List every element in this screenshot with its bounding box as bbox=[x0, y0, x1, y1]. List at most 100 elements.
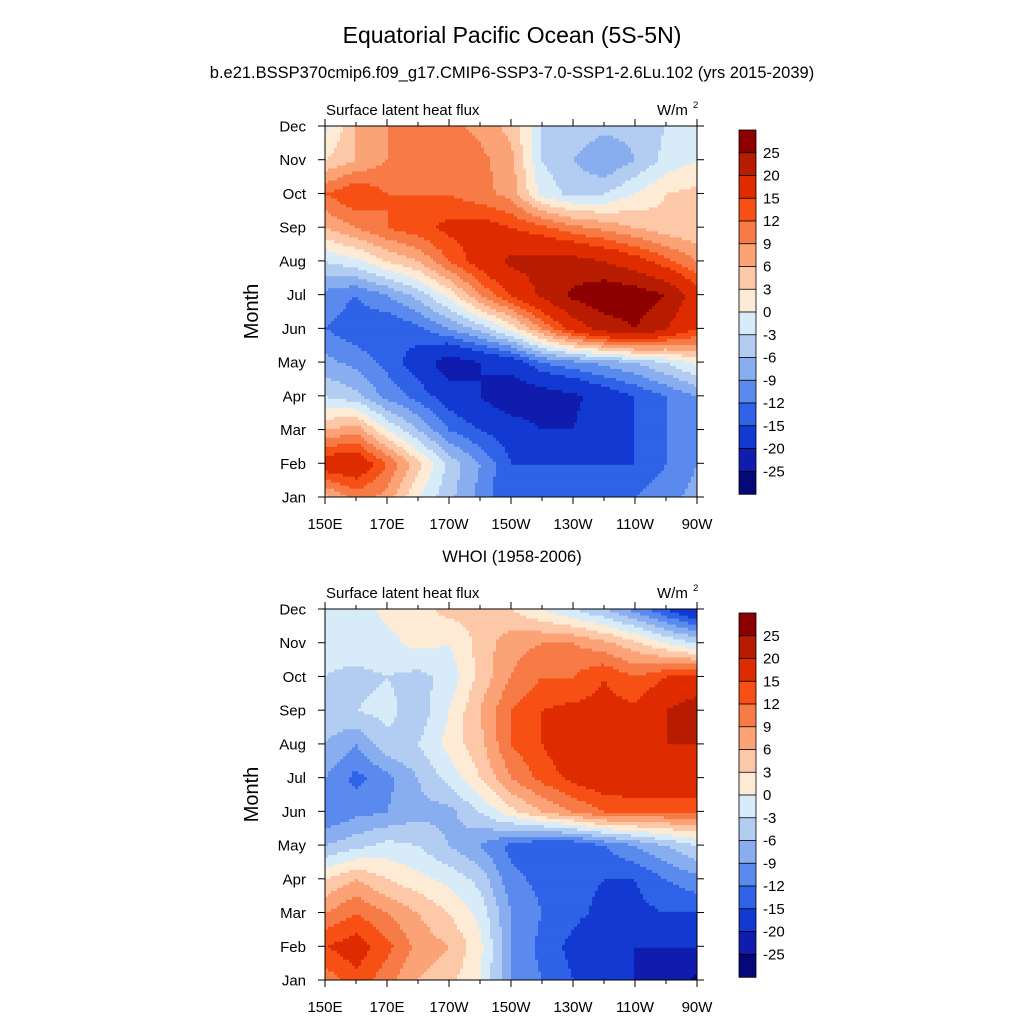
heatmap-cell bbox=[493, 443, 497, 447]
heatmap-cell bbox=[364, 485, 368, 489]
heatmap-cell bbox=[646, 488, 650, 492]
heatmap-cell bbox=[565, 461, 569, 465]
heatmap-cell bbox=[532, 488, 536, 492]
heatmap-cell bbox=[652, 455, 656, 459]
heatmap-cell bbox=[469, 452, 473, 456]
heatmap-cell bbox=[433, 464, 437, 468]
heatmap-cell bbox=[643, 443, 647, 447]
heatmap-cell bbox=[538, 476, 542, 480]
heatmap-cell bbox=[340, 455, 344, 459]
heatmap-cell bbox=[343, 449, 347, 453]
heatmap-cell bbox=[637, 479, 641, 483]
heatmap-cell bbox=[415, 485, 419, 489]
heatmap-cell bbox=[538, 458, 542, 462]
heatmap-cell bbox=[661, 449, 665, 453]
heatmap-cell bbox=[580, 443, 584, 447]
heatmap-cell bbox=[445, 443, 449, 447]
heatmap-cell bbox=[349, 485, 353, 489]
heatmap-cell bbox=[388, 479, 392, 483]
heatmap-cell bbox=[487, 443, 491, 447]
heatmap-cell bbox=[454, 467, 458, 471]
heatmap-cell bbox=[457, 473, 461, 477]
heatmap-cell bbox=[586, 455, 590, 459]
heatmap-cell bbox=[532, 482, 536, 486]
heatmap-cell bbox=[670, 461, 674, 465]
heatmap-cell bbox=[496, 485, 500, 489]
heatmap-cell bbox=[367, 458, 371, 462]
heatmap-cell bbox=[640, 491, 644, 495]
heatmap-cell bbox=[418, 476, 422, 480]
heatmap-cell bbox=[400, 479, 404, 483]
heatmap-cell bbox=[595, 449, 599, 453]
heatmap-cell bbox=[517, 470, 521, 474]
heatmap-cell bbox=[631, 461, 635, 465]
heatmap-cell bbox=[349, 455, 353, 459]
heatmap-cell bbox=[550, 476, 554, 480]
heatmap-cell bbox=[634, 473, 638, 477]
heatmap-cell bbox=[577, 479, 581, 483]
heatmap-cell bbox=[502, 476, 506, 480]
heatmap-cell bbox=[334, 470, 338, 474]
heatmap-cell bbox=[400, 461, 404, 465]
heatmap-cell bbox=[598, 491, 602, 495]
heatmap-cell bbox=[595, 461, 599, 465]
heatmap-cell bbox=[691, 449, 695, 453]
heatmap-cell bbox=[682, 446, 686, 450]
heatmap-cell bbox=[382, 455, 386, 459]
heatmap-cell bbox=[469, 458, 473, 462]
heatmap-cell bbox=[352, 482, 356, 486]
heatmap-cell bbox=[346, 473, 350, 477]
heatmap-cell bbox=[583, 485, 587, 489]
heatmap-cell bbox=[481, 485, 485, 489]
heatmap-cell bbox=[580, 476, 584, 480]
heatmap-cell bbox=[517, 482, 521, 486]
heatmap-cell bbox=[682, 470, 686, 474]
heatmap-cell bbox=[493, 464, 497, 468]
heatmap-cell bbox=[457, 479, 461, 483]
heatmap-cell bbox=[517, 494, 521, 497]
heatmap-cell bbox=[391, 485, 395, 489]
heatmap-cell bbox=[643, 452, 647, 456]
heatmap-cell bbox=[499, 443, 503, 447]
heatmap-cell bbox=[523, 449, 527, 453]
heatmap-cell bbox=[610, 491, 614, 495]
heatmap-cell bbox=[610, 470, 614, 474]
heatmap-cell bbox=[658, 467, 662, 471]
heatmap-cell bbox=[505, 491, 509, 495]
heatmap-cell bbox=[508, 458, 512, 462]
heatmap-cell bbox=[391, 440, 395, 444]
heatmap-cell bbox=[430, 440, 434, 444]
heatmap-cell bbox=[418, 479, 422, 483]
heatmap-cell bbox=[574, 485, 578, 489]
heatmap-cell bbox=[655, 491, 659, 495]
heatmap-cell bbox=[340, 482, 344, 486]
heatmap-cell bbox=[655, 485, 659, 489]
heatmap-cell bbox=[493, 488, 497, 492]
heatmap-cell bbox=[433, 455, 437, 459]
heatmap-cell bbox=[406, 461, 410, 465]
heatmap-cell bbox=[469, 494, 473, 497]
heatmap-cell bbox=[460, 479, 464, 483]
heatmap-cell bbox=[685, 488, 689, 492]
heatmap-cell bbox=[607, 491, 611, 495]
heatmap-cell bbox=[523, 440, 527, 444]
heatmap-cell bbox=[595, 479, 599, 483]
heatmap-cell bbox=[556, 473, 560, 477]
heatmap-cell bbox=[685, 446, 689, 450]
heatmap-cell bbox=[340, 467, 344, 471]
heatmap-cell bbox=[538, 470, 542, 474]
heatmap-cell bbox=[442, 461, 446, 465]
heatmap-cell bbox=[325, 473, 329, 477]
heatmap-cell bbox=[565, 446, 569, 450]
heatmap-cell bbox=[427, 452, 431, 456]
heatmap-cell bbox=[394, 449, 398, 453]
heatmap-cell bbox=[379, 485, 383, 489]
heatmap-cell bbox=[577, 470, 581, 474]
heatmap-cell bbox=[475, 470, 479, 474]
heatmap-cell bbox=[661, 473, 665, 477]
heatmap-cell bbox=[691, 464, 695, 468]
heatmap-cell bbox=[379, 464, 383, 468]
heatmap-cell bbox=[409, 461, 413, 465]
heatmap-cell bbox=[436, 452, 440, 456]
heatmap-cell bbox=[367, 461, 371, 465]
